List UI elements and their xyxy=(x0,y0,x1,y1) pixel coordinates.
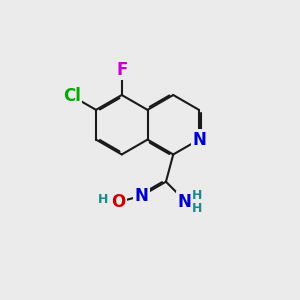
Text: O: O xyxy=(111,193,125,211)
Text: N: N xyxy=(134,187,148,205)
Text: Cl: Cl xyxy=(63,87,80,105)
Text: N: N xyxy=(178,193,191,211)
Text: F: F xyxy=(116,61,128,79)
Text: H: H xyxy=(192,202,202,215)
Text: H: H xyxy=(192,189,202,202)
Text: N: N xyxy=(192,130,206,148)
Text: H: H xyxy=(98,193,108,206)
